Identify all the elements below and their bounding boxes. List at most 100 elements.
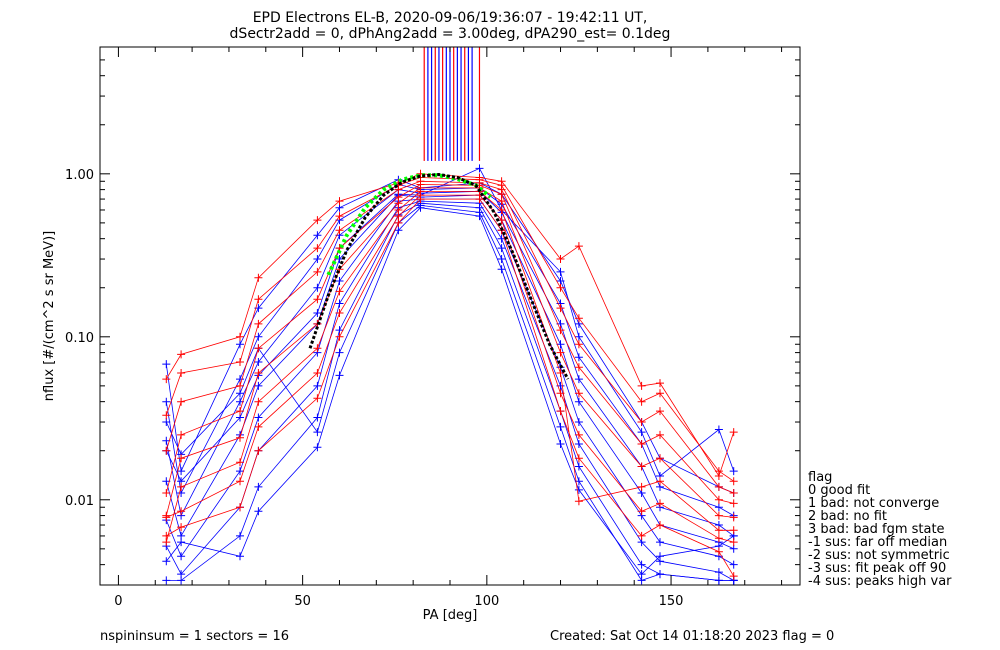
point-s4-13 — [656, 538, 664, 547]
point-s15-14 — [714, 526, 723, 535]
series-8-line — [165, 204, 734, 581]
point-s9-0 — [162, 557, 171, 566]
point-s17-6 — [394, 218, 403, 227]
point-s12-11 — [574, 340, 583, 349]
point-s15-10 — [556, 369, 565, 377]
point-s11-11 — [574, 314, 583, 323]
point-s3-5 — [335, 255, 344, 263]
point-s11-0 — [162, 411, 171, 420]
series-14 — [162, 183, 738, 522]
point-s11-1 — [177, 369, 186, 377]
legend-title: flag — [808, 470, 832, 485]
point-s14-15 — [729, 513, 738, 522]
point-s15-5 — [335, 287, 344, 296]
series-16-line — [166, 194, 734, 543]
point-s7-4 — [313, 309, 322, 317]
series-3-line — [165, 194, 734, 550]
point-s5-11 — [574, 440, 583, 448]
series-0-line — [165, 179, 734, 494]
point-s16-13 — [656, 499, 664, 508]
point-s11-3 — [254, 295, 263, 304]
point-s4-11 — [574, 418, 583, 426]
point-s12-10 — [556, 304, 565, 313]
point-s13-14 — [714, 495, 723, 504]
point-s2-11 — [574, 375, 583, 384]
point-s9-13 — [656, 552, 664, 561]
point-s13-10 — [556, 326, 565, 335]
series-7-line — [165, 167, 735, 482]
point-s12-4 — [313, 267, 322, 276]
title-line2: dSectr2add = 0, dPhAng2add = 3.00deg, dP… — [230, 26, 671, 42]
point-s17-5 — [335, 332, 344, 341]
point-s10-13 — [656, 379, 664, 388]
point-s12-3 — [254, 319, 263, 328]
point-s9-3 — [254, 507, 263, 516]
point-s0-1 — [177, 467, 186, 476]
point-s9-6 — [394, 226, 403, 235]
series-9 — [162, 203, 738, 579]
point-s16-11 — [574, 430, 583, 439]
point-s3-15 — [729, 544, 738, 553]
point-s17-14 — [714, 547, 723, 556]
point-s15-2 — [236, 458, 244, 467]
point-s6-9 — [497, 244, 506, 253]
series-12 — [162, 177, 738, 497]
series-15 — [162, 187, 738, 547]
series-8 — [162, 201, 738, 585]
point-s10-2 — [236, 332, 244, 341]
point-s14-9 — [497, 197, 506, 206]
point-s8-4 — [313, 428, 322, 437]
data-layer — [162, 47, 738, 585]
point-s16-6 — [394, 212, 403, 221]
legend-item-4: -1 sus: far off median — [808, 535, 947, 550]
point-s8-2 — [236, 389, 244, 398]
point-s14-12 — [637, 462, 646, 471]
point-s15-1 — [177, 482, 186, 491]
series-17 — [162, 195, 738, 581]
series-17-line — [166, 198, 735, 577]
title-line1: EPD Electrons EL-B, 2020-09-06/19:36:07 … — [253, 10, 648, 26]
series-14-line — [165, 187, 734, 518]
point-s12-6 — [394, 185, 403, 194]
point-s12-5 — [335, 226, 344, 235]
point-s16-0 — [162, 513, 171, 522]
point-s13-12 — [637, 440, 646, 448]
x-tick-label-3: 150 — [659, 594, 684, 609]
point-s8-5 — [335, 348, 344, 357]
footer-left: nspininsum = 1 sectors = 16 — [100, 629, 289, 644]
point-s7-10 — [556, 267, 565, 276]
point-s1-11 — [574, 353, 583, 362]
point-s11-15 — [729, 477, 738, 486]
point-s1-3 — [254, 332, 263, 341]
fit-black — [308, 172, 570, 380]
point-s16-1 — [177, 507, 186, 516]
point-s13-2 — [236, 407, 244, 416]
point-s10-10 — [556, 255, 565, 263]
legend-item-2: 2 bad: no fit — [808, 509, 887, 524]
series-1-line — [165, 184, 734, 516]
point-s9-11 — [574, 485, 583, 494]
point-s4-1 — [177, 552, 186, 561]
y-tick-label-2: 1.00 — [65, 168, 94, 183]
point-s6-1 — [177, 576, 186, 585]
series-4-line — [165, 198, 734, 565]
point-s8-10 — [556, 422, 565, 431]
point-s14-3 — [254, 369, 263, 377]
point-s17-7 — [416, 195, 425, 204]
series-6 — [162, 199, 738, 585]
point-s8-9 — [497, 255, 506, 263]
legend-item-1: 1 bad: not converge — [808, 496, 939, 511]
point-s4-5 — [335, 277, 344, 285]
point-s14-1 — [177, 454, 186, 463]
point-s17-8 — [475, 195, 484, 204]
series-10-line — [165, 173, 735, 477]
point-s15-15 — [729, 526, 738, 535]
legend: flag 0 good fit 1 bad: not converge 2 ba… — [808, 470, 952, 589]
point-s6-4 — [313, 413, 322, 422]
point-s11-13 — [656, 389, 664, 398]
point-s17-2 — [236, 503, 244, 512]
series-7 — [162, 164, 738, 486]
point-s15-13 — [656, 477, 664, 486]
point-s11-10 — [556, 283, 565, 292]
point-s17-4 — [313, 394, 322, 403]
